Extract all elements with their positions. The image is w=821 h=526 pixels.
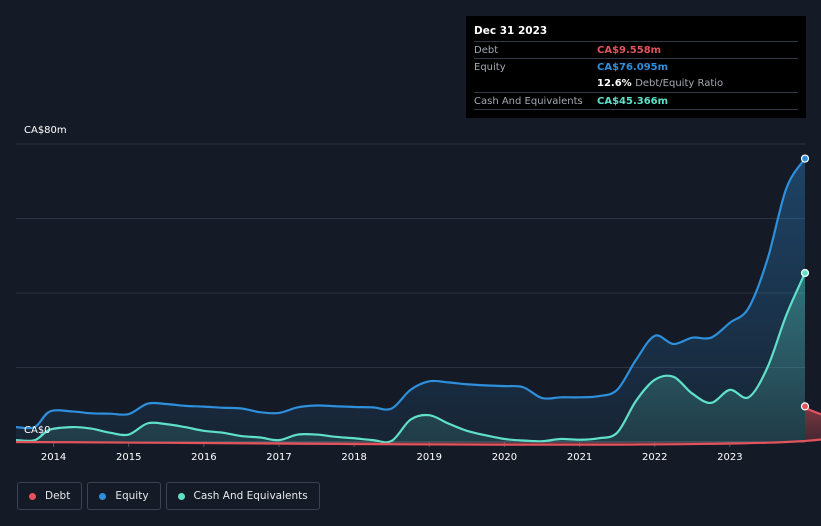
debt-dot-icon — [29, 492, 36, 500]
cash-line — [15, 272, 807, 444]
cash-dot-icon — [177, 492, 185, 500]
equity-dot-icon — [99, 492, 107, 500]
tooltip-ratio-value: 12.6% — [597, 78, 632, 89]
cash-area — [16, 273, 805, 443]
x-tick-label: 2019 — [417, 452, 442, 463]
legend-cash-label: Cash And Equivalents — [193, 490, 308, 502]
equity-line — [15, 157, 806, 430]
y-axis-top-label: CA$80m — [24, 125, 67, 136]
legend: Debt Equity Cash And Equivalents — [17, 482, 325, 510]
legend-debt-label: Debt — [45, 490, 71, 502]
cash-end-point — [800, 268, 810, 278]
equity-end-point — [800, 154, 810, 163]
y-axis-bottom-label: CA$0 — [24, 425, 51, 436]
tooltip-equity-value: CA$76.095m — [597, 62, 669, 73]
tooltip-cash-label: Cash And Equivalents — [474, 96, 583, 107]
x-tick-label: 2020 — [492, 452, 517, 463]
tooltip-ratio-label: Debt/Equity Ratio — [635, 78, 724, 89]
x-tick-label: 2018 — [341, 452, 366, 463]
x-tick-label: 2022 — [642, 452, 667, 463]
x-tick-label: 2017 — [266, 452, 291, 463]
x-tick-label: 2016 — [191, 452, 216, 463]
tooltip-panel: Dec 31 2023 Debt CA$9.558m Equity CA$76.… — [466, 16, 806, 118]
tooltip-row-end — [474, 109, 798, 111]
tooltip-ratio: 12.6% Debt/Equity Ratio — [597, 78, 723, 89]
tooltip-row-debt: Debt CA$9.558m — [474, 41, 798, 58]
x-tick-label: 2023 — [717, 452, 742, 463]
legend-item-debt[interactable]: Debt — [17, 482, 83, 510]
tooltip-debt-label: Debt — [474, 45, 499, 56]
legend-item-equity[interactable]: Equity — [87, 482, 161, 510]
debt-line — [15, 405, 821, 446]
legend-item-cash[interactable]: Cash And Equivalents — [165, 482, 320, 510]
tooltip-date: Dec 31 2023 — [474, 25, 548, 37]
x-tick-label: 2015 — [116, 452, 141, 463]
legend-equity-label: Equity — [115, 490, 149, 502]
debt-end-point — [800, 402, 810, 411]
tooltip-row-ratio: 12.6% Debt/Equity Ratio — [474, 75, 798, 91]
tooltip-row-cash: Cash And Equivalents CA$45.366m — [474, 92, 798, 109]
tooltip-equity-label: Equity — [474, 62, 506, 73]
x-tick-label: 2021 — [567, 452, 592, 463]
x-tick-label: 2014 — [41, 452, 66, 463]
tooltip-cash-value: CA$45.366m — [597, 96, 669, 107]
tooltip-debt-value: CA$9.558m — [597, 45, 662, 56]
tooltip-row-equity: Equity CA$76.095m — [474, 58, 798, 75]
